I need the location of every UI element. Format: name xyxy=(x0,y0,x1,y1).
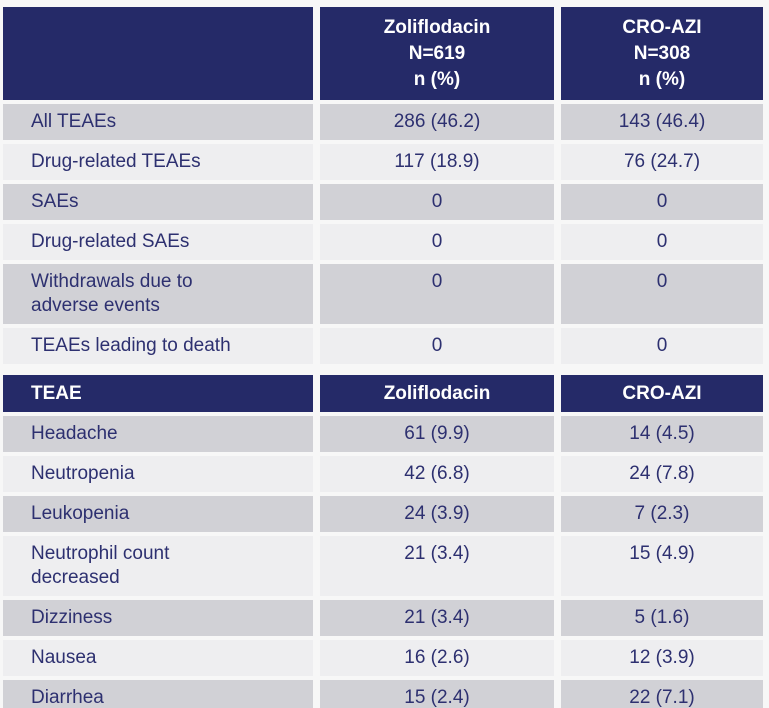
value-cell: 76 (24.7) xyxy=(561,144,763,180)
value-cell: 14 (4.5) xyxy=(561,416,763,452)
row-label: Neutrophil count decreased xyxy=(3,536,313,596)
header-cell-zoliflodacin: Zoliflodacin N=619 n (%) xyxy=(320,7,554,100)
header-cell-zoliflodacin: Zoliflodacin xyxy=(320,375,554,412)
value-cell: 42 (6.8) xyxy=(320,456,554,492)
row-label: Diarrhea xyxy=(3,680,313,708)
value-cell: 5 (1.6) xyxy=(561,600,763,636)
header-cell-teae: TEAE xyxy=(3,375,313,412)
row-label: Drug-related TEAEs xyxy=(3,144,313,180)
row-label: Leukopenia xyxy=(3,496,313,532)
value-cell: 15 (2.4) xyxy=(320,680,554,708)
row-label: Nausea xyxy=(3,640,313,676)
value-cell: 24 (7.8) xyxy=(561,456,763,492)
value-cell: 7 (2.3) xyxy=(561,496,763,532)
value-cell: 15 (4.9) xyxy=(561,536,763,596)
row-label: Drug-related SAEs xyxy=(3,224,313,260)
row-label: Withdrawals due to adverse events xyxy=(3,264,313,324)
value-cell: 21 (3.4) xyxy=(320,536,554,596)
value-cell: 143 (46.4) xyxy=(561,104,763,140)
safety-summary-table: Zoliflodacin N=619 n (%) CRO-AZI N=308 n… xyxy=(3,7,763,364)
row-label: SAEs xyxy=(3,184,313,220)
teae-by-type-table: TEAE Zoliflodacin CRO-AZI Headache 61 (9… xyxy=(3,375,763,708)
value-cell: 286 (46.2) xyxy=(320,104,554,140)
value-cell: 0 xyxy=(320,184,554,220)
value-cell: 61 (9.9) xyxy=(320,416,554,452)
value-cell: 22 (7.1) xyxy=(561,680,763,708)
header-cell-cro-azi: CRO-AZI xyxy=(561,375,763,412)
value-cell: 0 xyxy=(320,264,554,324)
value-cell: 12 (3.9) xyxy=(561,640,763,676)
row-label: All TEAEs xyxy=(3,104,313,140)
value-cell: 21 (3.4) xyxy=(320,600,554,636)
row-label: Neutropenia xyxy=(3,456,313,492)
value-cell: 117 (18.9) xyxy=(320,144,554,180)
header-cell-cro-azi: CRO-AZI N=308 n (%) xyxy=(561,7,763,100)
value-cell: 0 xyxy=(561,184,763,220)
value-cell: 16 (2.6) xyxy=(320,640,554,676)
row-label: TEAEs leading to death xyxy=(3,328,313,364)
value-cell: 0 xyxy=(561,328,763,364)
row-label: Headache xyxy=(3,416,313,452)
value-cell: 24 (3.9) xyxy=(320,496,554,532)
value-cell: 0 xyxy=(561,264,763,324)
header-cell-empty xyxy=(3,7,313,100)
row-label: Dizziness xyxy=(3,600,313,636)
value-cell: 0 xyxy=(320,328,554,364)
value-cell: 0 xyxy=(320,224,554,260)
value-cell: 0 xyxy=(561,224,763,260)
